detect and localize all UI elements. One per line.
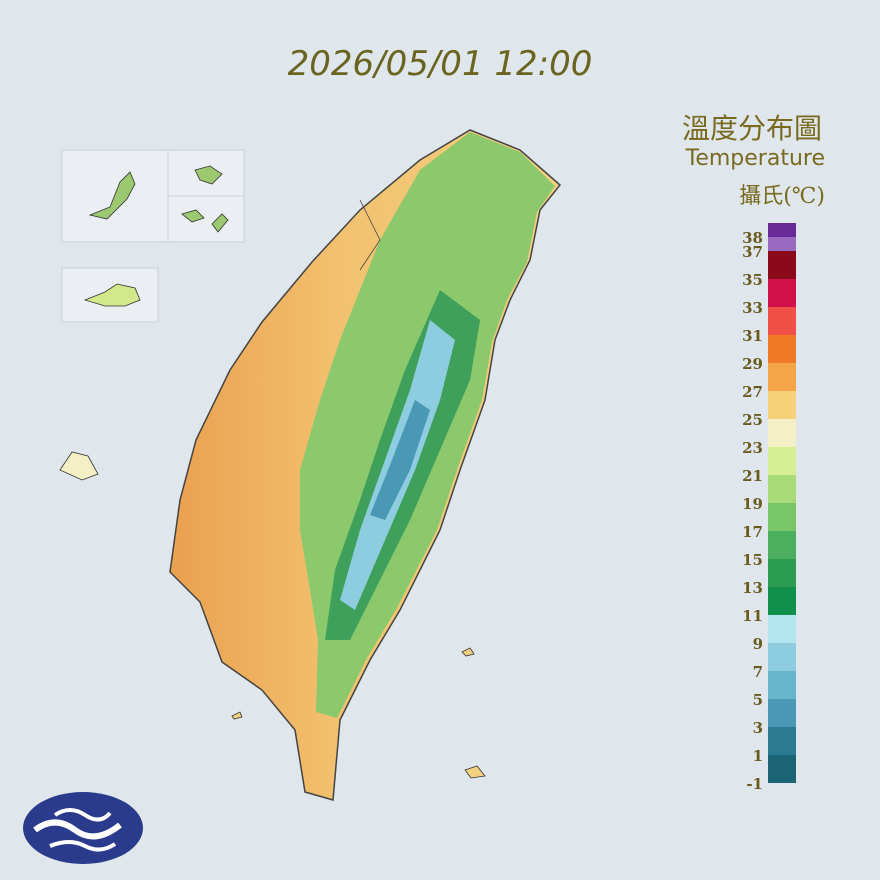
colorbar-tick-label: 29 <box>742 355 763 373</box>
colorbar-band <box>768 391 796 419</box>
colorbar-band <box>768 503 796 531</box>
colorbar-band <box>768 279 796 307</box>
colorbar-tick-label: 23 <box>742 439 763 457</box>
legend-title: 溫度分布圖 <box>682 112 822 145</box>
colorbar-band <box>768 335 796 363</box>
map-title: 2026/05/01 12:00 <box>288 44 593 84</box>
colorbar-band <box>768 447 796 475</box>
colorbar-tick-label: 33 <box>742 299 763 317</box>
colorbar-band <box>768 223 796 237</box>
colorbar-band <box>768 419 796 447</box>
colorbar-band <box>768 755 796 783</box>
colorbar-tick-label: 11 <box>742 607 763 625</box>
colorbar-tick-label: 27 <box>742 383 763 401</box>
colorbar-band <box>768 671 796 699</box>
colorbar-band <box>768 531 796 559</box>
colorbar-tick-label: 3 <box>753 719 763 737</box>
legend-unit: 攝氏(℃) <box>739 184 825 209</box>
colorbar-tick-label: -1 <box>746 775 763 793</box>
colorbar-tick-label: 5 <box>753 691 763 709</box>
colorbar-tick-label: 35 <box>742 271 763 289</box>
legend-subtitle: Temperature <box>685 146 825 171</box>
colorbar-band <box>768 307 796 335</box>
taiwan <box>169 129 562 801</box>
colorbar-band <box>768 643 796 671</box>
colorbar-tick-label: 38 <box>742 229 763 247</box>
colorbar-tick-label: 7 <box>753 663 763 681</box>
colorbar-tick-label: 1 <box>753 747 763 765</box>
colorbar-band <box>768 587 796 615</box>
colorbar-tick-label: 31 <box>742 327 763 345</box>
colorbar-tick-label: 17 <box>742 523 763 541</box>
colorbar-band <box>768 615 796 643</box>
colorbar-band <box>768 363 796 391</box>
logo <box>23 792 143 864</box>
colorbar-tick-label: 13 <box>742 579 763 597</box>
colorbar-band <box>768 251 796 279</box>
colorbar-tick-label: 19 <box>742 495 763 513</box>
inset-islands <box>59 149 245 481</box>
colorbar-band <box>768 559 796 587</box>
colorbar-band <box>768 475 796 503</box>
colorbar-band <box>768 727 796 755</box>
colorbar-band <box>768 699 796 727</box>
colorbar-band <box>768 237 796 251</box>
colorbar-tick-label: 9 <box>753 635 763 653</box>
colorbar-tick-label: 25 <box>742 411 763 429</box>
colorbar-tick-label: 15 <box>742 551 763 569</box>
colorbar-tick-label: 21 <box>742 467 763 485</box>
colorbar-tick-label: 37 <box>742 243 763 261</box>
